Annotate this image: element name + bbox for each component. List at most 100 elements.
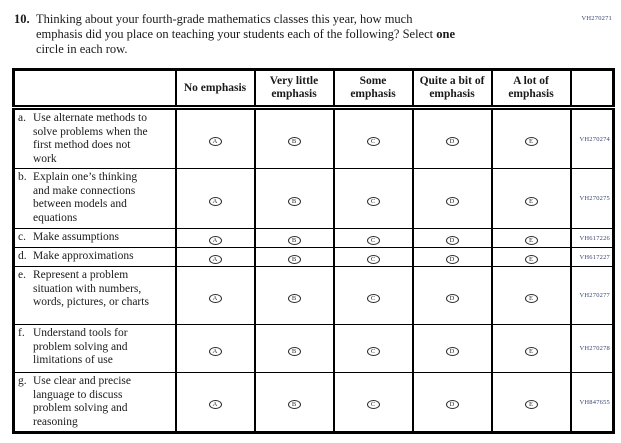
column-header-a-lot: A lot of emphasis	[490, 69, 572, 110]
question-block: 10. Thinking about your fourth-grade mat…	[14, 12, 621, 57]
option-cell: D	[411, 266, 493, 325]
oval-letter: B	[291, 294, 297, 302]
option-cell: E	[490, 324, 572, 373]
row-label-cell: d. Make approximations	[12, 247, 177, 267]
option-cell: D	[411, 107, 493, 169]
oval-letter: D	[449, 197, 455, 205]
response-oval[interactable]: C	[366, 255, 380, 264]
row-code: VH270277	[569, 266, 615, 325]
header-empty-cell	[12, 69, 177, 110]
option-cell: C	[332, 266, 414, 325]
response-oval[interactable]: D	[445, 196, 459, 206]
row-code: VH617227	[569, 247, 615, 267]
response-oval[interactable]: C	[366, 196, 380, 206]
table-row: b. Explain one’s thinking and make connec…	[12, 168, 615, 229]
row-label: Use alternate methods to solve problems …	[33, 112, 148, 165]
response-oval[interactable]: E	[524, 255, 538, 264]
response-oval[interactable]: D	[445, 400, 459, 409]
response-oval[interactable]: B	[287, 137, 301, 146]
header-code-cell	[569, 69, 615, 110]
response-oval[interactable]: C	[366, 293, 380, 303]
row-label-cell: f. Understand tools for problem solving a…	[12, 324, 177, 373]
response-oval[interactable]: A	[208, 255, 222, 264]
question-line-1: Thinking about your fourth-grade mathema…	[36, 12, 413, 26]
response-oval[interactable]: B	[287, 196, 301, 206]
response-oval[interactable]: E	[524, 137, 538, 146]
oval-letter: B	[291, 197, 297, 205]
option-cell: E	[490, 266, 572, 325]
response-oval[interactable]: B	[287, 293, 301, 303]
row-code: VH617226	[569, 228, 615, 248]
option-cell: D	[411, 247, 493, 267]
response-oval[interactable]: A	[208, 196, 222, 206]
response-oval[interactable]: E	[524, 196, 538, 206]
option-cell: C	[332, 247, 414, 267]
option-cell: E	[490, 247, 572, 267]
oval-letter: A	[212, 237, 218, 244]
option-cell: A	[174, 247, 256, 267]
response-oval[interactable]: C	[366, 137, 380, 146]
option-cell: A	[174, 372, 256, 433]
row-letter: c.	[18, 231, 26, 243]
response-oval[interactable]: C	[366, 236, 380, 245]
row-letter: a.	[18, 112, 26, 124]
row-label: Make approximations	[33, 250, 134, 262]
option-cell: E	[490, 228, 572, 248]
response-oval[interactable]: B	[287, 346, 301, 356]
response-oval[interactable]: E	[524, 293, 538, 303]
oval-letter: A	[212, 138, 218, 145]
oval-letter: C	[370, 256, 376, 263]
response-oval[interactable]: E	[524, 346, 538, 356]
row-letter: g.	[18, 375, 27, 387]
response-oval[interactable]: A	[208, 236, 222, 245]
response-oval[interactable]: B	[287, 255, 301, 264]
oval-letter: C	[370, 347, 376, 355]
table-row: g. Use clear and precise language to disc…	[12, 372, 615, 433]
response-oval[interactable]: D	[445, 293, 459, 303]
oval-letter: D	[449, 347, 455, 355]
response-oval[interactable]: B	[287, 236, 301, 245]
option-cell: B	[253, 107, 335, 169]
response-oval[interactable]: E	[524, 400, 538, 409]
oval-letter: E	[529, 347, 533, 355]
option-cell: B	[253, 372, 335, 433]
response-oval[interactable]: A	[208, 400, 222, 409]
table-row: c. Make assumptions A B C D E VH617226	[12, 228, 615, 248]
response-oval[interactable]: C	[366, 400, 380, 409]
oval-letter: B	[291, 256, 297, 263]
option-cell: A	[174, 168, 256, 229]
response-oval[interactable]: D	[445, 255, 459, 264]
question-number: 10.	[14, 12, 30, 26]
oval-letter: D	[449, 237, 455, 244]
response-oval[interactable]: B	[287, 400, 301, 409]
oval-letter: E	[529, 138, 533, 145]
response-oval[interactable]: C	[366, 346, 380, 356]
option-cell: C	[332, 107, 414, 169]
row-label-cell: g. Use clear and precise language to disc…	[12, 372, 177, 433]
oval-letter: B	[291, 347, 297, 355]
response-oval[interactable]: A	[208, 346, 222, 356]
option-cell: D	[411, 324, 493, 373]
row-letter: b.	[18, 171, 27, 183]
response-oval[interactable]: D	[445, 236, 459, 245]
row-letter: e.	[18, 269, 26, 281]
response-oval[interactable]: D	[445, 137, 459, 146]
response-oval[interactable]: A	[208, 137, 222, 146]
table-row: a. Use alternate methods to solve problem…	[12, 107, 615, 169]
row-letter: f.	[18, 327, 25, 339]
option-cell: C	[332, 168, 414, 229]
response-oval[interactable]: A	[208, 293, 222, 303]
oval-letter: C	[370, 237, 376, 244]
response-oval[interactable]: D	[445, 346, 459, 356]
oval-letter: E	[529, 197, 533, 205]
oval-letter: B	[291, 237, 297, 244]
question-line-2: emphasis did you place on teaching your …	[36, 27, 455, 41]
row-label-cell: a. Use alternate methods to solve problem…	[12, 107, 177, 169]
response-oval[interactable]: E	[524, 236, 538, 245]
option-cell: B	[253, 228, 335, 248]
option-cell: B	[253, 266, 335, 325]
oval-letter: E	[529, 294, 533, 302]
option-cell: C	[332, 372, 414, 433]
option-cell: C	[332, 228, 414, 248]
option-cell: E	[490, 372, 572, 433]
